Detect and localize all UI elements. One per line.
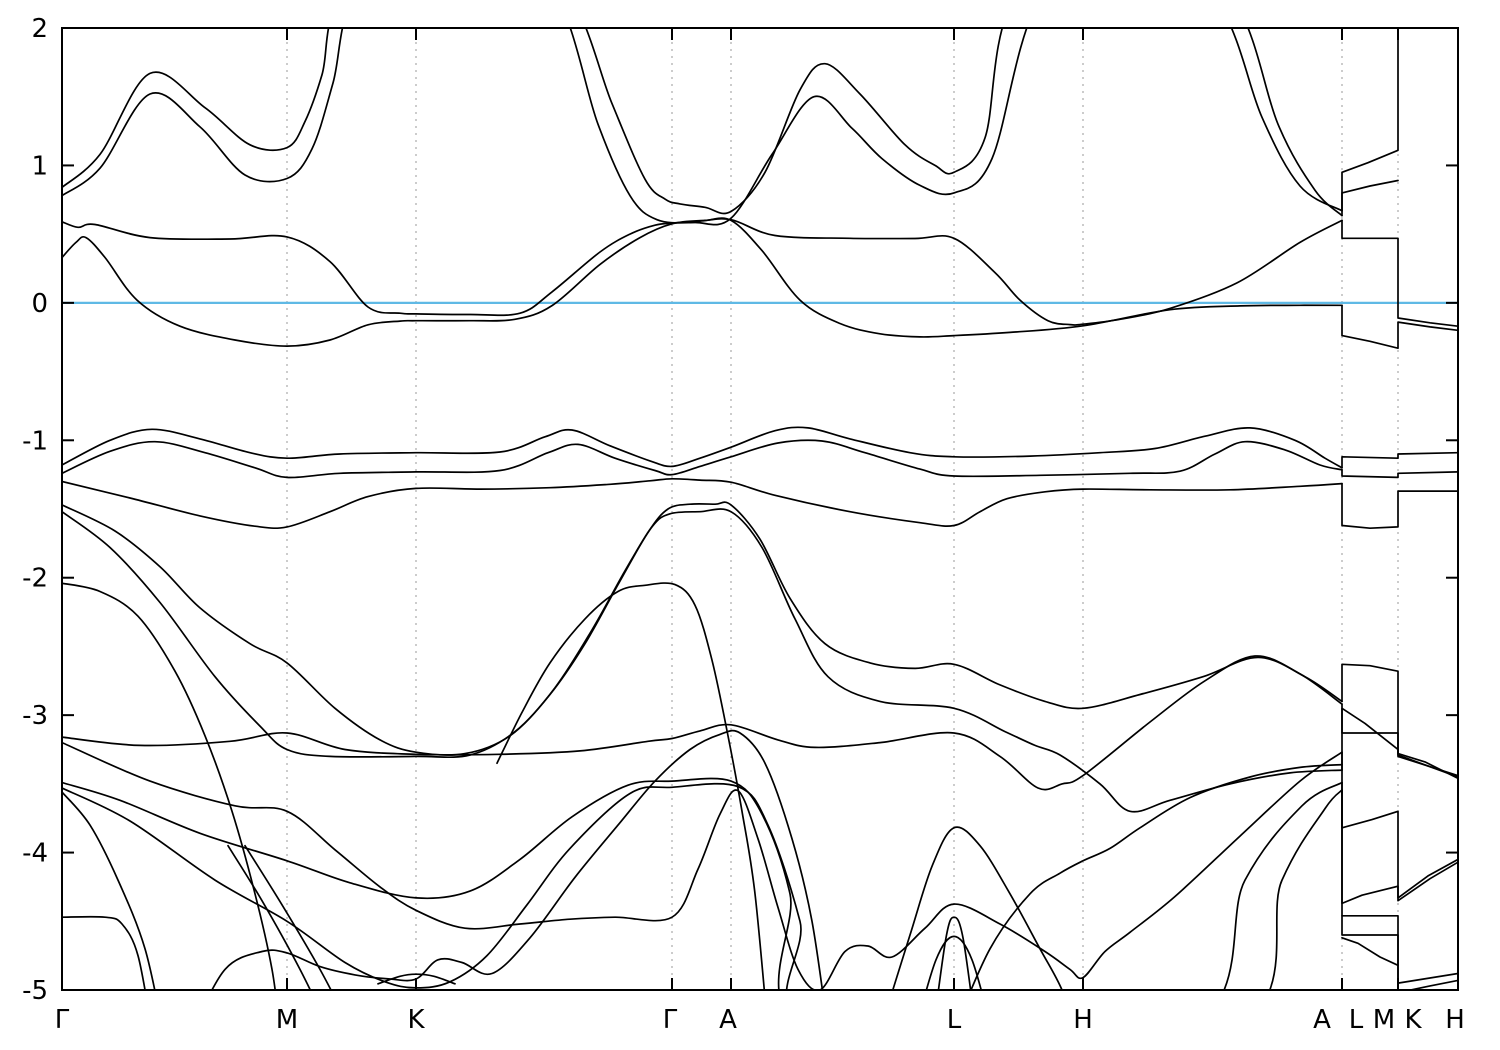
band-curve-panel-segment — [1341, 914, 1458, 990]
band-curve — [62, 501, 1343, 756]
band-curve — [891, 826, 1063, 990]
band-curve-panel-segment — [1341, 663, 1458, 780]
band-curve — [62, 782, 1343, 990]
y-tick-label: -1 — [22, 426, 48, 456]
x-tick-label: K — [1404, 1005, 1422, 1035]
band-curve — [377, 973, 456, 985]
band-curve — [62, 217, 1343, 347]
band-curve — [244, 844, 332, 990]
band-curve-panel-segment — [1341, 451, 1458, 469]
band-curve — [62, 777, 1343, 990]
band-curve — [62, 439, 1343, 479]
band-curve-panel-segment — [1341, 28, 1399, 212]
x-tick-label: Γ — [663, 1005, 678, 1035]
band-curve — [62, 582, 277, 990]
band-curve — [62, 477, 1343, 530]
x-tick-label: A — [1313, 1005, 1331, 1035]
band-curve — [62, 655, 1343, 791]
band-curve — [925, 935, 983, 990]
y-tick-label: -2 — [22, 564, 48, 594]
ticks-layer — [61, 27, 1459, 991]
band-curve — [62, 508, 1343, 813]
x-tick-label: L — [1349, 1005, 1364, 1035]
x-tick-label: H — [1445, 1005, 1465, 1035]
plot-border — [61, 27, 1459, 991]
band-curve — [211, 729, 824, 990]
band-curve-panel-segment — [1341, 703, 1458, 778]
y-tick-label: -5 — [22, 976, 48, 1006]
band-curve — [970, 763, 1343, 990]
band-curve-panel-segment — [1341, 304, 1458, 350]
band-curve — [496, 582, 766, 990]
x-tick-label: A — [719, 1005, 737, 1035]
band-curve — [62, 791, 156, 990]
x-tick-label: M — [276, 1005, 298, 1035]
band-curve-panel-segment — [1341, 482, 1458, 530]
band-curve-panel-segment — [1341, 468, 1458, 479]
x-tick-label: M — [1373, 1005, 1395, 1035]
y-tick-label: 0 — [31, 289, 48, 319]
x-tick-label: H — [1073, 1005, 1093, 1035]
y-tick-label: -3 — [22, 701, 48, 731]
labels-layer: 210-1-2-3-4-5Γ M K Γ A L H A L M K H — [22, 14, 1465, 1035]
band-curve — [62, 915, 146, 990]
band-curve-panel-segment — [1341, 751, 1458, 984]
x-tick-label: L — [947, 1005, 962, 1035]
band-curve-panel-segment — [1341, 219, 1458, 328]
band-curve — [937, 916, 972, 990]
band-curve — [227, 844, 312, 990]
x-tick-label: Γ — [55, 1005, 70, 1035]
x-tick-label: K — [407, 1005, 425, 1035]
band-curve — [62, 741, 1343, 990]
band-curve-panel-segment — [1341, 936, 1399, 967]
band-curve — [62, 28, 1343, 226]
band-curve — [62, 426, 1343, 469]
band-curve — [62, 28, 1343, 215]
band-curve-panel-segment — [1341, 179, 1399, 217]
bands-layer — [62, 28, 1458, 990]
y-tick-label: 2 — [31, 14, 48, 44]
y-tick-label: -4 — [22, 839, 48, 869]
y-tick-label: 1 — [31, 151, 48, 181]
